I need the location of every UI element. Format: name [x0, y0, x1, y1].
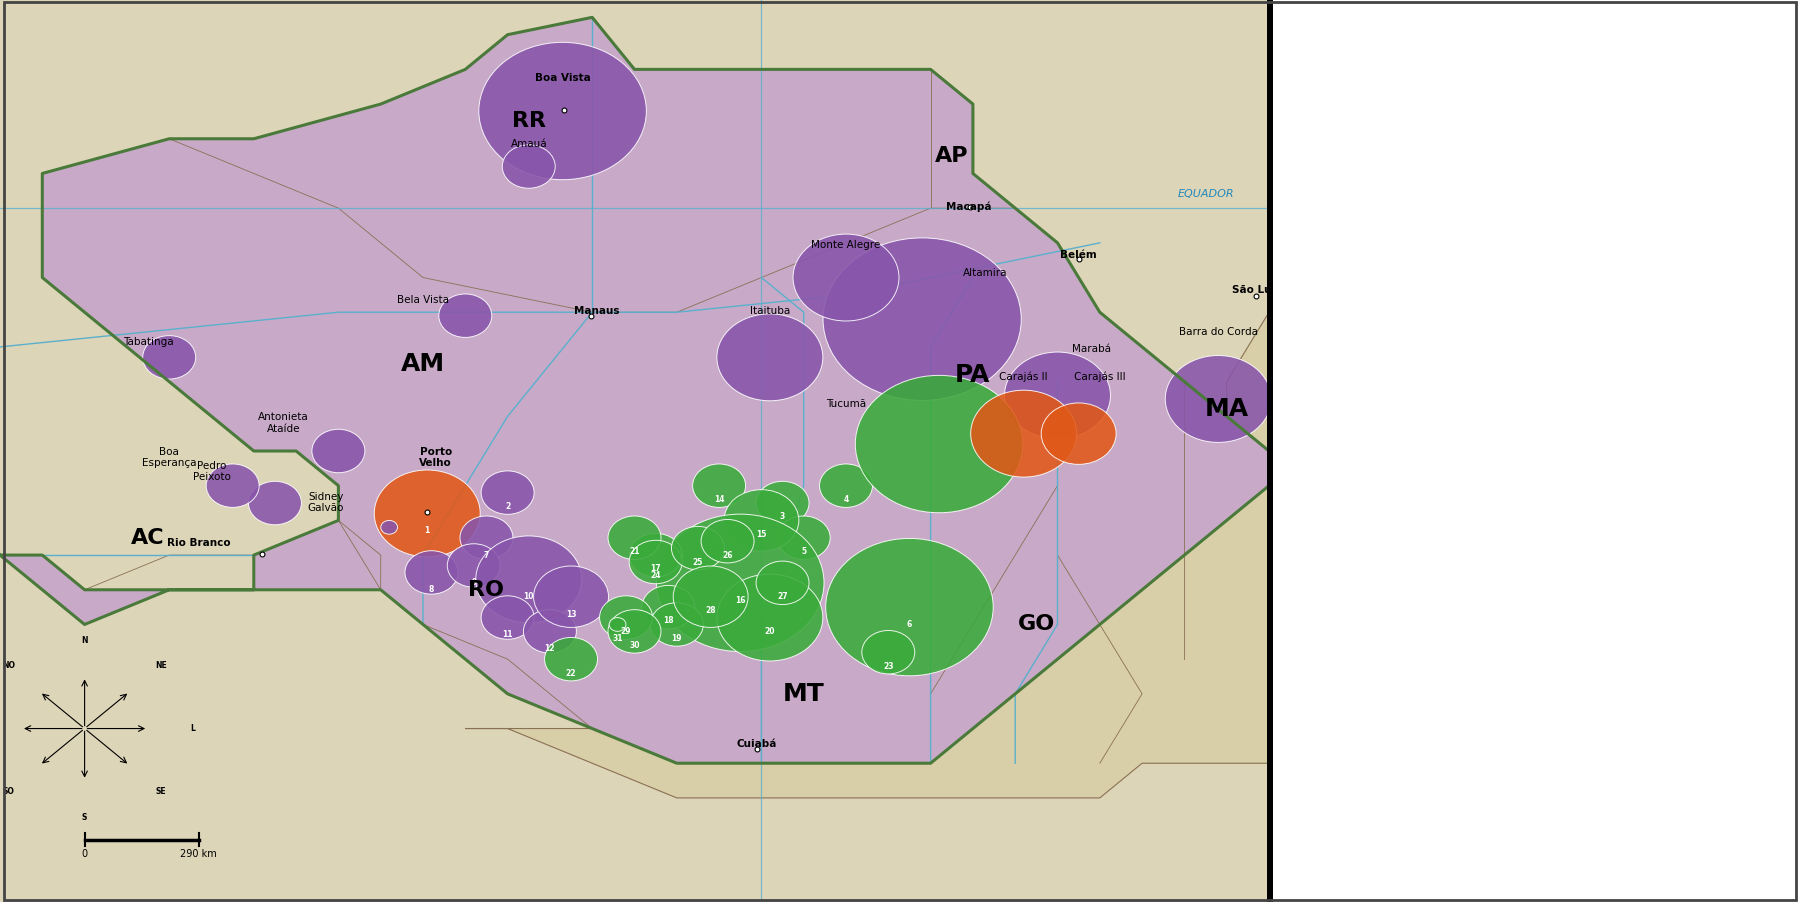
Text: 5 000: 5 000 — [1382, 550, 1555, 560]
Text: Itaituba: Itaituba — [751, 306, 790, 316]
Circle shape — [1004, 352, 1111, 439]
FancyBboxPatch shape — [1291, 225, 1343, 262]
Text: 2: 2 — [506, 502, 509, 511]
Text: Projeto particular: Projeto particular — [1359, 237, 1474, 250]
Text: 20: 20 — [765, 627, 776, 636]
Text: 14: 14 — [715, 495, 724, 504]
Text: 23 São Manuel: 23 São Manuel — [1544, 777, 1622, 787]
Text: 30: 30 — [630, 640, 639, 649]
Circle shape — [405, 551, 457, 594]
Text: AP: AP — [934, 146, 968, 166]
Text: Macapá: Macapá — [947, 201, 992, 212]
Text: GO: GO — [1017, 614, 1055, 634]
Text: 8: 8 — [428, 585, 434, 594]
Circle shape — [756, 482, 808, 525]
Text: EQUADOR: EQUADOR — [1177, 189, 1233, 199]
Text: 7: 7 — [484, 550, 490, 559]
Circle shape — [700, 520, 754, 563]
Text: Altamira: Altamira — [963, 268, 1008, 278]
Text: 19 Sorriso: 19 Sorriso — [1544, 728, 1598, 738]
Text: Tabatinga: Tabatinga — [122, 337, 173, 347]
Text: Monte Alegre: Monte Alegre — [812, 240, 880, 250]
Circle shape — [630, 533, 682, 576]
Text: Cuiabá: Cuiabá — [736, 740, 778, 750]
Circle shape — [756, 561, 808, 604]
Text: 18 Gleba Arinos: 18 Gleba Arinos — [1544, 716, 1629, 726]
Text: SE: SE — [155, 787, 166, 796]
Text: 1: 1 — [425, 526, 430, 535]
Polygon shape — [466, 278, 1651, 798]
Text: 14 Apiacás: 14 Apiacás — [1285, 862, 1343, 872]
Circle shape — [778, 516, 830, 559]
Text: Tucumã: Tucumã — [826, 400, 866, 410]
Text: 27: 27 — [778, 593, 788, 602]
Text: 31: 31 — [612, 634, 623, 643]
Circle shape — [643, 585, 695, 629]
Text: 29: 29 — [621, 627, 632, 636]
Text: 1 Mal. Dutra: 1 Mal. Dutra — [1285, 704, 1350, 713]
Text: 13: 13 — [565, 610, 576, 619]
Circle shape — [819, 464, 873, 508]
Text: 22 Mutum: 22 Mutum — [1544, 765, 1598, 775]
Text: L: L — [191, 724, 194, 733]
Text: 20 Sinop: 20 Sinop — [1544, 740, 1591, 750]
Text: AM: AM — [401, 353, 445, 376]
Text: 50 000: 50 000 — [1395, 531, 1562, 541]
Circle shape — [479, 42, 646, 179]
Text: Carajás II: Carajás II — [999, 371, 1048, 382]
Text: Boa Vista: Boa Vista — [535, 73, 590, 83]
Text: Amauá: Amauá — [511, 139, 547, 149]
Text: Rio Branco: Rio Branco — [167, 538, 230, 548]
Text: 7 Buareiro: 7 Buareiro — [1285, 777, 1339, 787]
Text: MT: MT — [783, 682, 824, 706]
Circle shape — [823, 238, 1021, 400]
Circle shape — [970, 391, 1076, 477]
Circle shape — [524, 610, 576, 653]
Circle shape — [545, 638, 598, 681]
Text: 15: 15 — [756, 529, 767, 538]
Text: Sidney
Galvão: Sidney Galvão — [308, 492, 344, 513]
Text: 6: 6 — [907, 620, 913, 629]
Text: 16: 16 — [734, 595, 745, 604]
Text: 30 Areões: 30 Areões — [1544, 862, 1597, 872]
Text: 19: 19 — [671, 634, 682, 643]
Circle shape — [671, 527, 724, 570]
Text: SO: SO — [2, 787, 14, 796]
Text: 27 Serra Dourada: 27 Serra Dourada — [1544, 825, 1638, 835]
FancyBboxPatch shape — [1291, 89, 1343, 127]
Circle shape — [724, 490, 799, 551]
Text: AC: AC — [131, 528, 166, 548]
Text: S: S — [83, 813, 86, 822]
Text: Carajás III: Carajás III — [1075, 371, 1125, 382]
Text: 29 Carapu I: 29 Carapu I — [1544, 850, 1606, 860]
Circle shape — [475, 536, 581, 622]
Circle shape — [481, 471, 535, 514]
Text: 200 000: 200 000 — [1411, 503, 1570, 513]
Text: 4: 4 — [844, 495, 848, 504]
Circle shape — [207, 464, 259, 508]
Text: 17 Terra Nova I e II: 17 Terra Nova I e II — [1544, 704, 1642, 713]
Text: 3 Núcleo Azul: 3 Núcleo Azul — [1285, 728, 1355, 738]
Text: Limite da Amazônia
Legal até 1979: Limite da Amazônia Legal até 1979 — [1402, 644, 1526, 673]
Text: N: N — [81, 636, 88, 645]
Text: Núcleos ou projetos de colonização oficiais: Núcleos ou projetos de colonização ofici… — [1357, 27, 1712, 43]
Text: Boa
Esperança: Boa Esperança — [142, 446, 196, 468]
Text: Antonieta
Ataíde: Antonieta Ataíde — [257, 412, 310, 434]
Text: 2 Machadinho: 2 Machadinho — [1285, 716, 1357, 726]
Text: 5: 5 — [801, 548, 806, 557]
Text: 21: 21 — [630, 548, 639, 557]
Text: Área dos projetos (ha): Área dos projetos (ha) — [1291, 343, 1467, 359]
Text: 5 Juruena: 5 Juruena — [1285, 752, 1336, 762]
Circle shape — [826, 538, 994, 676]
Text: 6 Juína: 6 Juína — [1285, 765, 1321, 775]
Circle shape — [608, 618, 626, 631]
Text: 700 000: 700 000 — [1438, 455, 1570, 465]
Circle shape — [374, 470, 481, 557]
Text: 12 P. A. Ribeiro: 12 P. A. Ribeiro — [1285, 837, 1363, 848]
Circle shape — [855, 375, 1022, 512]
Text: 18: 18 — [662, 616, 673, 625]
Polygon shape — [1620, 41, 1787, 248]
Text: 17: 17 — [650, 565, 661, 574]
Text: 22: 22 — [565, 668, 576, 677]
